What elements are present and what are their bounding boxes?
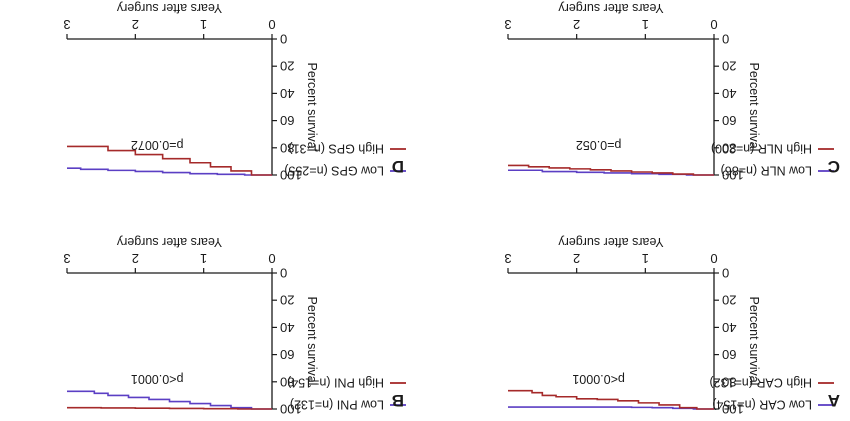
survival-curve-2 — [508, 389, 714, 410]
y-tick-label: 20 — [722, 59, 736, 74]
panel-a: 0 20 40 60 80 100 0 1 2 3 Years after surgery Perce… — [504, 235, 840, 417]
y-tick-label: 0 — [280, 32, 287, 47]
x-tick-label: 0 — [268, 17, 275, 32]
x-axis-title: Years after surgery — [116, 235, 222, 249]
legend-entry: High GPS (n=31) — [288, 142, 384, 156]
y-axis-title: Percent survival — [747, 63, 761, 152]
legend-entry: High CAR (n=132) — [710, 376, 812, 390]
panel-d: 0 20 40 60 80 100 0 1 2 3 Years after surgery Perce… — [63, 1, 406, 183]
y-tick-label: 60 — [280, 347, 294, 362]
x-tick-label: 1 — [642, 17, 649, 32]
x-tick-label: 1 — [200, 251, 207, 266]
survival-curve-1 — [67, 390, 272, 410]
y-tick-label: 20 — [280, 59, 294, 74]
legend-entry: Low GPS (n=255) — [284, 164, 384, 178]
legend-entry: High NLR (n=200) — [711, 142, 812, 156]
panel-letter: B — [392, 391, 404, 410]
y-tick-label: 0 — [722, 32, 729, 47]
x-tick-label: 0 — [710, 251, 717, 266]
panel-letter: D — [392, 157, 404, 176]
y-tick-label: 60 — [280, 113, 294, 128]
x-tick-label: 3 — [504, 17, 511, 32]
y-tick-label: 80 — [722, 140, 736, 155]
y-tick-label: 80 — [722, 374, 736, 389]
legend-entry: Low PNI (n=132) — [290, 398, 384, 412]
y-tick-label: 80 — [280, 140, 294, 155]
y-tick-label: 20 — [280, 293, 294, 308]
x-tick-label: 0 — [268, 251, 275, 266]
panel-c: 0 20 40 60 80 100 0 1 2 3 Years after surgery Perce… — [504, 1, 840, 183]
x-tick-label: 3 — [504, 251, 511, 266]
y-axis-title: Percent survival — [305, 63, 319, 152]
y-tick-label: 100 — [722, 402, 744, 417]
y-tick-label: 40 — [280, 86, 294, 101]
legend-entry: High PNI (n=154) — [287, 376, 384, 390]
survival-curve-2 — [67, 406, 272, 410]
x-tick-label: 3 — [63, 251, 70, 266]
x-tick-label: 1 — [642, 251, 649, 266]
x-tick-label: 2 — [573, 17, 580, 32]
y-tick-label: 100 — [280, 402, 302, 417]
x-tick-label: 2 — [573, 251, 580, 266]
p-value-annotation: p=0.052 — [576, 138, 622, 152]
panel-letter: A — [828, 391, 840, 410]
y-tick-label: 60 — [722, 113, 736, 128]
p-value-annotation: p=0.0072 — [131, 138, 184, 152]
x-axis-title: Years after surgery — [558, 1, 664, 15]
panel-b: 0 20 40 60 80 100 0 1 2 3 Years after surgery Perce… — [63, 235, 406, 417]
y-tick-label: 80 — [280, 374, 294, 389]
y-tick-label: 20 — [722, 293, 736, 308]
y-tick-label: 40 — [722, 86, 736, 101]
panel-letter: C — [828, 157, 840, 176]
survival-curve-1 — [67, 167, 272, 176]
p-value-annotation: p<0.0001 — [131, 372, 184, 386]
y-tick-label: 0 — [280, 266, 287, 281]
x-tick-label: 1 — [200, 17, 207, 32]
x-tick-label: 2 — [132, 17, 139, 32]
y-tick-label: 100 — [280, 168, 302, 183]
y-tick-label: 0 — [722, 266, 729, 281]
y-tick-label: 40 — [722, 320, 736, 335]
legend-entry: Low NLR (n=86) — [721, 164, 812, 178]
y-tick-label: 100 — [722, 168, 744, 183]
y-tick-label: 40 — [280, 320, 294, 335]
y-axis-title: Percent survival — [305, 297, 319, 386]
p-value-annotation: p<0.0001 — [572, 372, 625, 386]
survival-curve-2 — [508, 164, 714, 176]
survival-curve-2 — [67, 145, 272, 176]
x-tick-label: 2 — [132, 251, 139, 266]
survival-curve-1 — [508, 406, 714, 410]
x-axis-title: Years after surgery — [558, 235, 664, 249]
x-tick-label: 0 — [710, 17, 717, 32]
x-axis-title: Years after surgery — [116, 1, 222, 15]
x-tick-label: 3 — [63, 17, 70, 32]
legend-entry: Low CAR (n=154) — [712, 398, 812, 412]
y-tick-label: 60 — [722, 347, 736, 362]
y-axis-title: Percent survival — [747, 297, 761, 386]
